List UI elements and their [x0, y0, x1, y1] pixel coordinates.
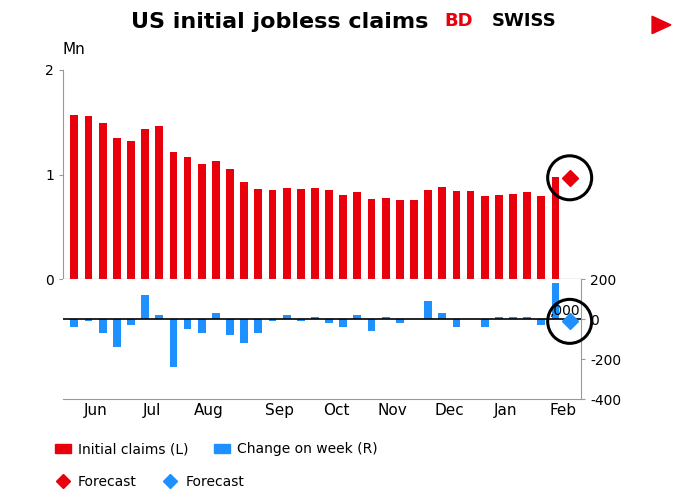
- Bar: [297, 319, 304, 321]
- Bar: [524, 317, 531, 319]
- Bar: [183, 157, 191, 279]
- Bar: [155, 126, 163, 279]
- Text: Nov: Nov: [378, 403, 407, 418]
- Bar: [71, 319, 78, 327]
- Bar: [169, 152, 177, 279]
- Text: ,000: ,000: [550, 304, 581, 318]
- Bar: [396, 200, 404, 279]
- Text: Mn: Mn: [63, 42, 85, 57]
- Bar: [113, 319, 120, 347]
- Bar: [113, 138, 120, 279]
- Text: Feb: Feb: [549, 403, 576, 418]
- Text: Jan: Jan: [494, 403, 518, 418]
- Bar: [495, 195, 503, 279]
- Bar: [340, 195, 347, 279]
- Bar: [453, 192, 461, 279]
- Bar: [127, 141, 135, 279]
- Bar: [481, 319, 489, 327]
- Bar: [169, 319, 177, 367]
- Bar: [453, 319, 461, 327]
- Bar: [85, 319, 92, 321]
- Bar: [354, 193, 361, 279]
- Bar: [382, 317, 390, 319]
- Bar: [354, 315, 361, 319]
- Bar: [368, 199, 375, 279]
- Text: Oct: Oct: [323, 403, 349, 418]
- Text: Dec: Dec: [435, 403, 464, 418]
- Bar: [410, 200, 418, 279]
- Bar: [509, 317, 517, 319]
- Bar: [85, 116, 92, 279]
- Bar: [424, 191, 432, 279]
- Text: Jul: Jul: [143, 403, 162, 418]
- Bar: [141, 295, 149, 319]
- Bar: [254, 319, 262, 333]
- Legend: Forecast, Forecast: Forecast, Forecast: [49, 470, 250, 495]
- Bar: [212, 161, 220, 279]
- Bar: [283, 188, 290, 279]
- Bar: [71, 115, 78, 279]
- Bar: [382, 198, 390, 279]
- Bar: [340, 319, 347, 327]
- Bar: [438, 187, 446, 279]
- Bar: [269, 319, 276, 321]
- Bar: [481, 196, 489, 279]
- Bar: [438, 313, 446, 319]
- Bar: [495, 317, 503, 319]
- Text: US initial jobless claims: US initial jobless claims: [132, 12, 428, 32]
- Bar: [254, 189, 262, 279]
- Bar: [99, 123, 106, 279]
- Bar: [552, 177, 559, 279]
- Bar: [396, 319, 404, 323]
- Bar: [524, 193, 531, 279]
- Bar: [538, 319, 545, 325]
- Polygon shape: [652, 16, 671, 34]
- Text: Aug: Aug: [194, 403, 224, 418]
- Bar: [198, 319, 206, 333]
- Bar: [269, 191, 276, 279]
- Bar: [552, 283, 559, 319]
- Bar: [326, 191, 333, 279]
- Text: Jun: Jun: [84, 403, 107, 418]
- Bar: [127, 319, 135, 325]
- Text: SWISS: SWISS: [492, 12, 557, 30]
- Bar: [509, 194, 517, 279]
- Bar: [424, 301, 432, 319]
- Bar: [240, 182, 248, 279]
- Bar: [538, 196, 545, 279]
- Bar: [212, 313, 220, 319]
- Bar: [226, 319, 234, 335]
- Bar: [311, 188, 318, 279]
- Text: BD: BD: [444, 12, 473, 30]
- Bar: [283, 315, 290, 319]
- Bar: [183, 319, 191, 329]
- Bar: [226, 170, 234, 279]
- Bar: [240, 319, 248, 343]
- Bar: [467, 192, 475, 279]
- Bar: [99, 319, 106, 333]
- Bar: [198, 164, 206, 279]
- Bar: [155, 315, 163, 319]
- Bar: [311, 317, 318, 319]
- Bar: [141, 129, 149, 279]
- Bar: [326, 319, 333, 323]
- Bar: [368, 319, 375, 331]
- Text: Sep: Sep: [265, 403, 294, 418]
- Bar: [297, 189, 304, 279]
